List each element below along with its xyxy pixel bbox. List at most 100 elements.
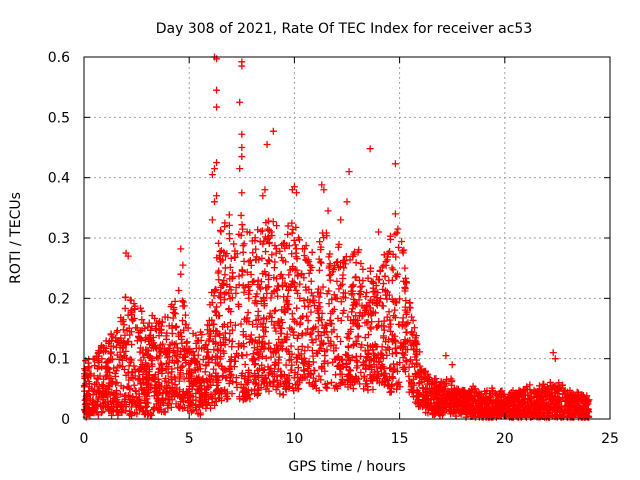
data-point: [272, 249, 280, 257]
data-point: [294, 332, 302, 340]
data-point: [315, 266, 323, 274]
data-point: [267, 294, 275, 302]
data-point: [349, 305, 357, 313]
data-point: [309, 339, 317, 347]
data-point: [373, 323, 381, 331]
data-point: [302, 329, 310, 337]
data-point: [258, 227, 266, 235]
data-point: [284, 348, 292, 356]
data-point: [304, 325, 312, 333]
data-point: [338, 355, 346, 363]
data-point: [213, 376, 221, 384]
data-point: [369, 377, 377, 385]
data-point: [448, 361, 456, 369]
data-point: [216, 331, 224, 339]
data-point: [197, 398, 205, 406]
data-point: [213, 192, 221, 200]
data-point: [327, 378, 335, 386]
data-point: [210, 198, 218, 206]
data-point: [314, 317, 322, 325]
data-point: [318, 181, 326, 189]
data-point: [363, 354, 371, 362]
data-point: [390, 337, 398, 345]
data-point: [86, 395, 94, 403]
data-point: [218, 373, 226, 381]
data-point: [228, 294, 236, 302]
data-point: [151, 324, 159, 332]
data-point: [378, 379, 386, 387]
data-point: [227, 308, 235, 316]
data-point: [391, 210, 399, 218]
data-point: [495, 397, 503, 405]
data-point: [324, 207, 332, 215]
data-point: [366, 363, 374, 371]
data-point: [179, 261, 187, 269]
data-point: [199, 375, 207, 383]
data-point: [235, 340, 243, 348]
data-point: [168, 356, 176, 364]
data-point: [528, 408, 536, 416]
data-point: [204, 345, 212, 353]
y-tick-label: 0.5: [48, 110, 70, 126]
data-point: [276, 247, 284, 255]
data-point: [265, 387, 273, 395]
data-point: [265, 257, 273, 265]
data-point: [217, 289, 225, 297]
data-point: [158, 369, 166, 377]
axis-ticks: 0 5 10 15 20 25 0 0.1 0.2 0.3 0.4 0.5 0.6: [48, 50, 619, 447]
data-point: [548, 392, 556, 400]
data-point: [130, 300, 138, 308]
data-point: [225, 221, 233, 229]
data-point: [285, 271, 293, 279]
data-point: [374, 375, 382, 383]
data-point: [403, 308, 411, 316]
data-point: [506, 397, 514, 405]
data-point: [289, 225, 297, 233]
data-point: [293, 381, 301, 389]
data-point: [359, 265, 367, 273]
data-point: [244, 309, 252, 317]
data-point: [508, 402, 516, 410]
data-point: [387, 364, 395, 372]
data-point: [146, 411, 154, 419]
data-point: [234, 300, 242, 308]
data-point: [257, 278, 265, 286]
data-point: [309, 374, 317, 382]
data-point: [370, 293, 378, 301]
data-point: [327, 309, 335, 317]
data-point: [107, 348, 115, 356]
data-point: [125, 324, 133, 332]
data-point: [238, 153, 246, 161]
data-point: [294, 364, 302, 372]
data-point: [410, 375, 418, 383]
data-point: [208, 216, 216, 224]
data-point: [337, 337, 345, 345]
data-point: [93, 397, 101, 405]
data-point: [221, 223, 229, 231]
data-point: [329, 268, 337, 276]
data-point: [187, 408, 195, 416]
data-point: [91, 401, 99, 409]
data-point: [192, 357, 200, 365]
data-point: [249, 320, 257, 328]
data-point: [177, 245, 185, 253]
data-point: [392, 253, 400, 261]
data-point: [139, 408, 147, 416]
data-point: [301, 245, 309, 253]
data-point: [357, 343, 365, 351]
data-point: [257, 320, 265, 328]
data-point: [398, 344, 406, 352]
data-point: [292, 286, 300, 294]
data-point: [355, 246, 363, 254]
data-point: [272, 349, 280, 357]
data-point: [245, 258, 253, 266]
data-point: [272, 360, 280, 368]
data-point: [148, 355, 156, 363]
data-point: [228, 326, 236, 334]
data-point: [249, 249, 257, 257]
data-point: [85, 363, 93, 371]
data-point: [249, 278, 257, 286]
data-point: [262, 354, 270, 362]
data-point: [399, 342, 407, 350]
data-point: [266, 309, 274, 317]
